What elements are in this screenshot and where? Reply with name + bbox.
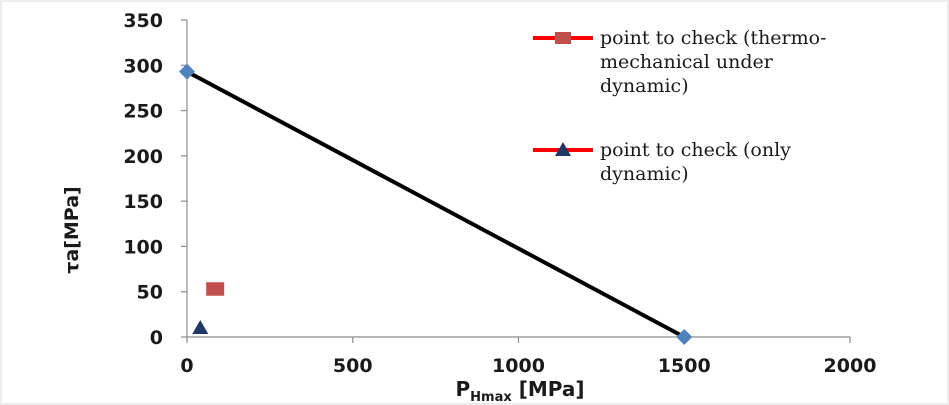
x-axis-title-unit: [MPa]	[512, 377, 585, 401]
x-tick-label-0: 0	[180, 355, 193, 377]
y-tick-label-6: 300	[123, 55, 163, 77]
y-tick-label-0: 0	[150, 327, 163, 349]
y-tick-label-3: 150	[123, 191, 163, 213]
x-axis-title: PHmax [MPa]	[455, 377, 584, 405]
legend-label-1-line-0: point to check (only	[600, 139, 791, 161]
y-tick-label-1: 50	[137, 282, 163, 304]
x-tick-label-3: 1500	[658, 355, 711, 377]
limit-line-endpoint-0	[179, 63, 195, 80]
y-tick-label-4: 200	[123, 146, 163, 168]
legend-marker-0	[555, 32, 571, 44]
x-axis-title-main: P	[455, 377, 470, 401]
series-2-point-0	[192, 319, 209, 334]
legend-marker-1	[555, 142, 571, 156]
limit-line	[186, 69, 686, 339]
legend-label-1-line-1: dynamic)	[600, 163, 689, 185]
y-tick-label-5: 250	[123, 101, 163, 123]
legend: point to check (thermo-mechanical underd…	[533, 27, 827, 185]
legend-label-0-line-1: mechanical under	[600, 51, 774, 73]
y-axis-title: τa[MPa]	[61, 186, 83, 273]
x-axis-title-sub: Hmax	[470, 390, 512, 405]
x-ticks-layer: 0 500 1000 1500 2000	[180, 337, 876, 377]
y-tick-label-7: 350	[123, 10, 163, 32]
y-ticks-layer: 0 50 100 150 200 250 300 350	[123, 10, 187, 349]
y-tick-label-2: 100	[123, 236, 163, 258]
legend-label-0-line-2: dynamic)	[600, 75, 689, 97]
plot-layer	[179, 63, 693, 345]
limit-line-endpoint-1	[676, 329, 693, 345]
x-tick-label-4: 2000	[824, 355, 877, 377]
x-tick-label-2: 1000	[492, 355, 545, 377]
series-1-point-0	[206, 282, 225, 296]
legend-label-0-line-0: point to check (thermo-	[600, 27, 827, 49]
x-tick-label-1: 500	[333, 355, 373, 377]
